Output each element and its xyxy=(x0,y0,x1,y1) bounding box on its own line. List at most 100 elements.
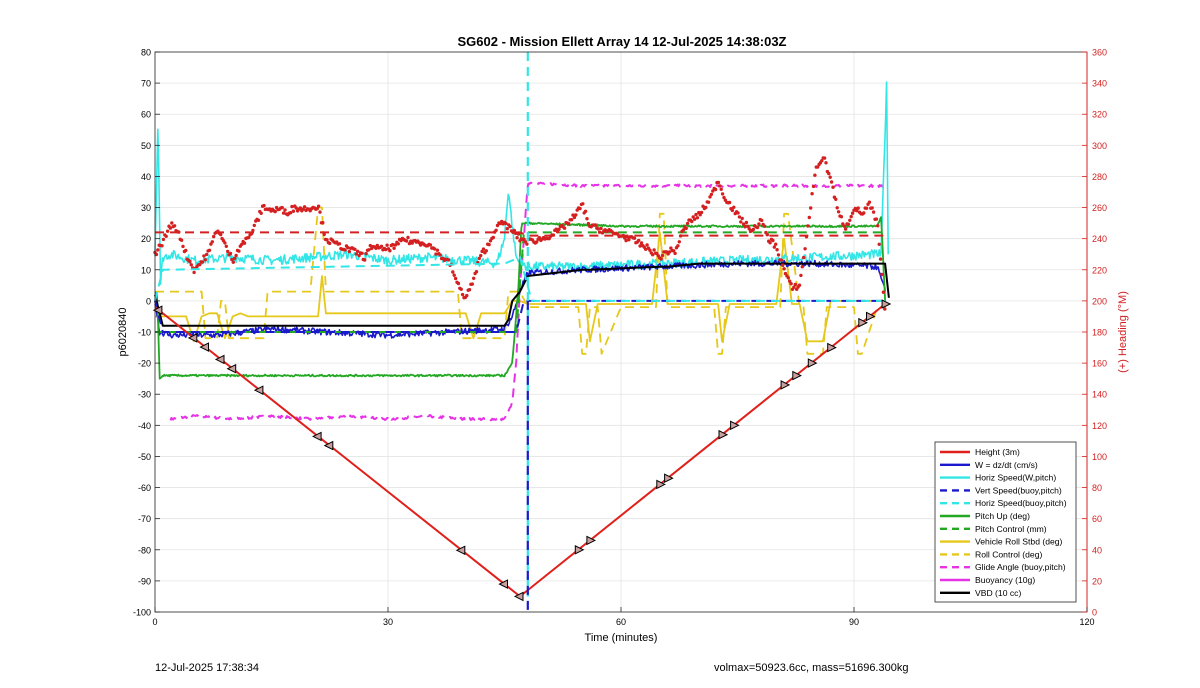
left-tick-label: 80 xyxy=(141,48,151,58)
heading-dot xyxy=(786,276,790,280)
heading-dot xyxy=(741,222,746,226)
heading-dot xyxy=(385,243,389,247)
legend-label: Buoyancy (10g) xyxy=(975,575,1035,585)
heading-dot xyxy=(711,189,715,193)
heading-dot xyxy=(802,255,806,260)
legend-label: Pitch Up (deg) xyxy=(975,511,1030,521)
heading-dot xyxy=(219,232,223,237)
heading-dot xyxy=(803,247,807,251)
depth-marker xyxy=(199,342,209,352)
right-tick-label: 20 xyxy=(1092,576,1102,586)
heading-dot xyxy=(765,233,769,237)
heading-dot xyxy=(325,238,329,242)
x-tick-label: 30 xyxy=(383,617,393,627)
heading-dot xyxy=(256,218,261,222)
chart-title: SG602 - Mission Ellett Array 14 12-Jul-2… xyxy=(457,34,786,49)
heading-dot xyxy=(288,211,293,215)
heading-dot xyxy=(718,184,722,188)
heading-dot xyxy=(855,209,859,213)
left-tick-label: -60 xyxy=(138,483,151,493)
legend-label: Roll Control (deg) xyxy=(975,549,1042,559)
heading-dot xyxy=(708,195,712,199)
series-vert_speed_buoy xyxy=(154,299,886,333)
series-glide_angle xyxy=(169,181,886,422)
heading-dot xyxy=(583,209,588,213)
depth-marker xyxy=(498,579,508,589)
heading-dot xyxy=(224,244,228,248)
left-tick-label: -100 xyxy=(133,608,151,618)
heading-dot xyxy=(368,243,372,248)
depth-marker xyxy=(827,342,837,353)
heading-dot xyxy=(874,217,879,221)
heading-dot xyxy=(165,229,170,233)
heading-dot xyxy=(321,221,325,225)
heading-dot xyxy=(391,242,395,247)
legend-entry: Horiz Speed(buoy,pitch) xyxy=(940,498,1067,508)
heading-dot xyxy=(843,227,848,231)
legend-label: Height (3m) xyxy=(975,447,1020,457)
heading-dot xyxy=(586,221,591,226)
heading-dot xyxy=(883,307,887,311)
heading-dot xyxy=(727,200,732,205)
heading-dot xyxy=(632,236,637,240)
heading-dot xyxy=(774,242,778,246)
heading-dot xyxy=(500,219,504,224)
heading-dot xyxy=(776,253,781,257)
heading-dot xyxy=(574,213,578,217)
heading-dot xyxy=(346,246,350,250)
heading-dot xyxy=(481,247,486,251)
heading-dot xyxy=(294,206,298,210)
heading-dot xyxy=(651,253,655,257)
depth-marker xyxy=(513,591,524,602)
heading-dot xyxy=(223,241,227,245)
heading-dot xyxy=(648,248,652,252)
heading-dot xyxy=(460,292,465,297)
heading-dot xyxy=(251,228,255,233)
heading-dot xyxy=(782,267,786,271)
heading-dot xyxy=(690,219,694,224)
legend-entry: Height (3m) xyxy=(940,447,1020,457)
heading-dot xyxy=(807,215,811,220)
heading-dot xyxy=(850,211,855,215)
x-tick-label: 0 xyxy=(152,617,157,627)
depth-marker xyxy=(792,370,802,381)
depth-marker xyxy=(807,358,818,368)
right-tick-label: 260 xyxy=(1092,203,1107,213)
heading-dot xyxy=(184,248,188,253)
depth-marker xyxy=(187,333,198,343)
heading-dot xyxy=(719,187,723,191)
heading-dot xyxy=(771,238,775,243)
heading-dot xyxy=(744,220,749,225)
heading-dot xyxy=(732,205,736,209)
heading-dot xyxy=(170,221,174,225)
heading-dot xyxy=(283,208,287,212)
heading-dot xyxy=(743,225,747,229)
heading-dot xyxy=(713,187,718,192)
depth-marker xyxy=(718,429,729,440)
heading-dot xyxy=(247,235,251,240)
heading-dot xyxy=(644,247,648,251)
heading-dot xyxy=(593,223,598,227)
heading-dot xyxy=(290,204,294,209)
heading-dot xyxy=(179,238,184,242)
heading-dot xyxy=(280,205,284,210)
left-tick-label: -80 xyxy=(138,545,151,555)
heading-dot xyxy=(343,248,347,252)
heading-dot xyxy=(811,184,816,189)
right-tick-label: 200 xyxy=(1092,296,1107,306)
heading-dot xyxy=(522,237,526,241)
heading-dot xyxy=(393,243,398,247)
heading-dot xyxy=(477,256,481,261)
x-tick-label: 60 xyxy=(616,617,626,627)
heading-dot xyxy=(585,217,589,221)
heading-dot xyxy=(706,200,711,204)
heading-dot xyxy=(360,251,364,255)
heading-dot xyxy=(240,242,244,247)
heading-dot xyxy=(189,263,193,267)
heading-dot xyxy=(779,258,783,262)
heading-dot xyxy=(737,215,742,219)
heading-dot xyxy=(827,171,831,176)
heading-dot xyxy=(660,253,665,258)
heading-dot xyxy=(820,159,824,163)
right-tick-label: 0 xyxy=(1092,608,1097,618)
